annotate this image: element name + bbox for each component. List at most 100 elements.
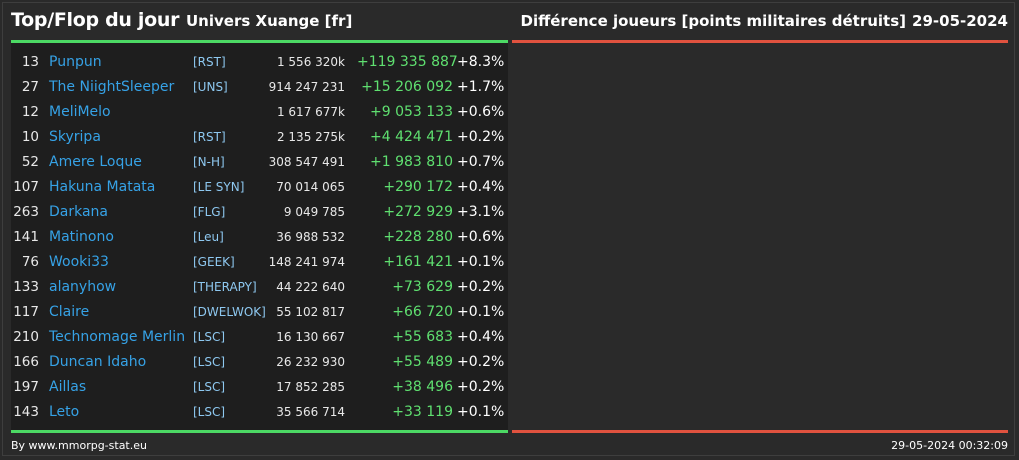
percent-change: +3.1% [457, 204, 505, 220]
player-name-link[interactable]: Duncan Idaho [49, 354, 147, 370]
alliance-tag: [RST] [193, 55, 226, 69]
player-name-link[interactable]: Aillas [49, 379, 87, 395]
alliance-tag: [GEEK] [193, 255, 235, 269]
player-rank: 107 [13, 179, 39, 195]
alliance-tag: [LSC] [193, 380, 226, 394]
player-points: 70 014 065 [276, 180, 345, 194]
percent-change: +0.4% [457, 179, 505, 195]
player-row: 141 Matinono [Leu] 36 988 532 +228 280 +0.6% [11, 225, 508, 250]
points-difference: +272 929 [383, 204, 453, 220]
player-rank: 166 [13, 354, 39, 370]
percent-change: +0.2% [457, 354, 505, 370]
percent-change: +0.1% [457, 304, 505, 320]
generated-timestamp: 29-05-2024 00:32:09 [891, 439, 1008, 452]
player-rank: 263 [13, 204, 39, 220]
player-points: 1 617 677k [276, 105, 345, 119]
alliance-tag: [LSC] [193, 355, 226, 369]
player-points: 36 988 532 [276, 230, 345, 244]
alliance-tag: [LE SYN] [193, 180, 245, 194]
site-credit[interactable]: By www.mmorpg-stat.eu [11, 439, 147, 452]
percent-change: +0.6% [457, 229, 505, 245]
player-name-link[interactable]: Skyripa [49, 129, 101, 145]
player-rank: 13 [21, 54, 39, 70]
percent-change: +0.2% [457, 129, 505, 145]
player-row: 52 Amere Loque [N-H] 308 547 491 +1 983 810 +… [11, 150, 508, 175]
points-difference: +119 335 887 [357, 54, 458, 70]
alliance-tag: [THERAPY] [193, 280, 257, 294]
alliance-tag: [FLG] [193, 205, 226, 219]
player-name-link[interactable]: Hakuna Matata [49, 179, 156, 195]
player-points: 17 852 285 [276, 380, 345, 394]
player-row: 12 MeliMelo 1 617 677k +9 053 133 +0.6% [11, 100, 508, 125]
player-rank: 76 [21, 254, 39, 270]
alliance-tag: [RST] [193, 130, 226, 144]
player-rank: 141 [13, 229, 39, 245]
player-name-link[interactable]: Darkana [49, 204, 109, 220]
player-points: 26 232 930 [276, 355, 345, 369]
server-name: Univers Xuange [fr] [186, 12, 353, 30]
player-row: 166 Duncan Idaho [LSC] 26 232 930 +55 489 +0.… [11, 350, 508, 375]
player-rank: 197 [13, 379, 39, 395]
player-name-link[interactable]: Claire [49, 304, 90, 320]
player-points: 1 556 320k [276, 55, 345, 69]
header-date: 29-05-2024 [912, 12, 1008, 30]
page-title: Top/Flop du jour [11, 9, 180, 31]
points-difference: +161 421 [383, 254, 453, 270]
player-name-link[interactable]: The NiightSleeper [49, 79, 175, 95]
player-points: 308 547 491 [268, 155, 345, 169]
player-points: 55 102 817 [276, 305, 345, 319]
player-row: 210 Technomage Merlin [LSC] 16 130 667 +55 6… [11, 325, 508, 350]
alliance-tag: [LSC] [193, 330, 226, 344]
points-difference: +55 489 [392, 354, 453, 370]
player-name-link[interactable]: Amere Loque [49, 154, 142, 170]
player-rank: 12 [21, 104, 39, 120]
points-difference: +33 119 [392, 404, 453, 420]
percent-change: +1.7% [457, 79, 505, 95]
player-name-link[interactable]: Wooki33 [49, 254, 109, 270]
player-row: 107 Hakuna Matata [LE SYN] 70 014 065 +290 1… [11, 175, 508, 200]
points-difference: +38 496 [392, 379, 453, 395]
percent-change: +0.6% [457, 104, 505, 120]
percent-change: +0.2% [457, 279, 505, 295]
player-rank: 133 [13, 279, 39, 295]
points-difference: +4 424 471 [370, 129, 453, 145]
points-difference: +73 629 [392, 279, 453, 295]
player-points: 35 566 714 [276, 405, 345, 419]
metric-label: Différence joueurs [points militaires dé… [520, 12, 906, 30]
player-name-link[interactable]: Punpun [49, 54, 102, 70]
player-name-link[interactable]: Matinono [49, 229, 114, 245]
player-row: 263 Darkana [FLG] 9 049 785 +272 929 +3.1% [11, 200, 508, 225]
player-points: 2 135 275k [276, 130, 345, 144]
player-row: 197 Aillas [LSC] 17 852 285 +38 496 +0.2% [11, 375, 508, 400]
points-difference: +55 683 [392, 329, 453, 345]
player-name-link[interactable]: MeliMelo [49, 104, 111, 120]
points-difference: +66 720 [392, 304, 453, 320]
top-panel: 13 Punpun [RST] 1 556 320k +119 335 887 +8.3%… [11, 40, 508, 433]
player-rank: 117 [13, 304, 39, 320]
player-row: 27 The NiightSleeper [UNS] 914 247 231 +15 2… [11, 75, 508, 100]
player-name-link[interactable]: Technomage Merlin [49, 329, 186, 345]
player-points: 148 241 974 [268, 255, 345, 269]
player-row: 13 Punpun [RST] 1 556 320k +119 335 887 +8.3% [11, 50, 508, 75]
player-points: 9 049 785 [283, 205, 345, 219]
player-points: 44 222 640 [276, 280, 345, 294]
points-difference: +15 206 092 [361, 79, 453, 95]
player-rank: 52 [21, 154, 39, 170]
player-name-link[interactable]: Leto [49, 404, 80, 420]
percent-change: +0.2% [457, 379, 505, 395]
player-row: 133 alanyhow [THERAPY] 44 222 640 +73 629 +0.… [11, 275, 508, 300]
player-points: 914 247 231 [268, 80, 345, 94]
alliance-tag: [N-H] [193, 155, 225, 169]
player-row: 76 Wooki33 [GEEK] 148 241 974 +161 421 +0.1% [11, 250, 508, 275]
player-rank: 10 [21, 129, 39, 145]
player-rank: 210 [13, 329, 39, 345]
alliance-tag: [Leu] [193, 230, 224, 244]
points-difference: +1 983 810 [370, 154, 453, 170]
player-row: 143 Leto [LSC] 35 566 714 +33 119 +0.1% [11, 400, 508, 425]
alliance-tag: [UNS] [193, 80, 228, 94]
flop-panel [512, 40, 1008, 433]
percent-change: +0.1% [457, 254, 505, 270]
percent-change: +0.1% [457, 404, 505, 420]
player-name-link[interactable]: alanyhow [49, 279, 117, 295]
